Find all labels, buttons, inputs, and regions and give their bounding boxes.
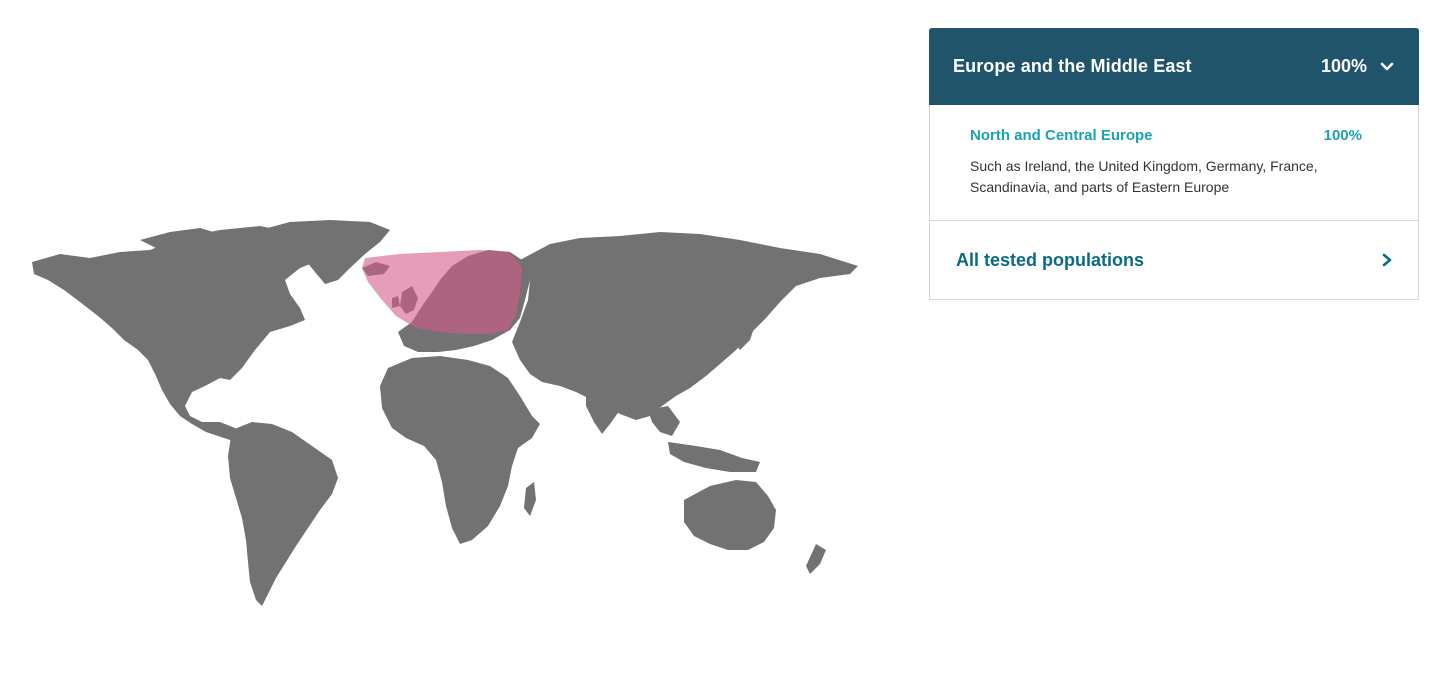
south-america-landmass [228, 422, 338, 606]
chevron-right-icon [1382, 253, 1392, 267]
asia-landmass [512, 232, 858, 420]
ancestry-panel: Europe and the Middle East 100% North an… [929, 28, 1419, 300]
world-map-svg [32, 220, 858, 606]
chevron-down-icon[interactable] [1379, 59, 1395, 75]
new-zealand-landmass [806, 544, 826, 574]
australia-landmass [684, 480, 776, 550]
subregion-title: North and Central Europe [970, 127, 1153, 144]
india-landmass [586, 388, 624, 434]
southeast-asia-landmass [648, 406, 760, 472]
subregion-item: North and Central Europe 100% Such as Ir… [930, 105, 1418, 221]
world-map [20, 210, 870, 650]
subregion-percent: 100% [1323, 127, 1362, 144]
north-america-landmass [32, 226, 320, 442]
highlight-region-north-central-europe [362, 250, 522, 334]
subregion-description: Such as Ireland, the United Kingdom, Ger… [970, 158, 1318, 195]
africa-landmass [380, 356, 540, 544]
region-title: Europe and the Middle East [953, 56, 1192, 76]
greenland-landmass [260, 220, 390, 284]
subregion-row: North and Central Europe 100% [970, 127, 1362, 144]
japan-landmass [734, 310, 756, 350]
all-tested-populations-link[interactable]: All tested populations [930, 221, 1418, 299]
all-tested-populations-label: All tested populations [956, 249, 1145, 270]
arctic-islands [140, 228, 252, 260]
region-accordion-header[interactable]: Europe and the Middle East 100% [929, 28, 1419, 105]
madagascar-landmass [524, 482, 536, 516]
region-percent: 100% [1320, 56, 1367, 76]
